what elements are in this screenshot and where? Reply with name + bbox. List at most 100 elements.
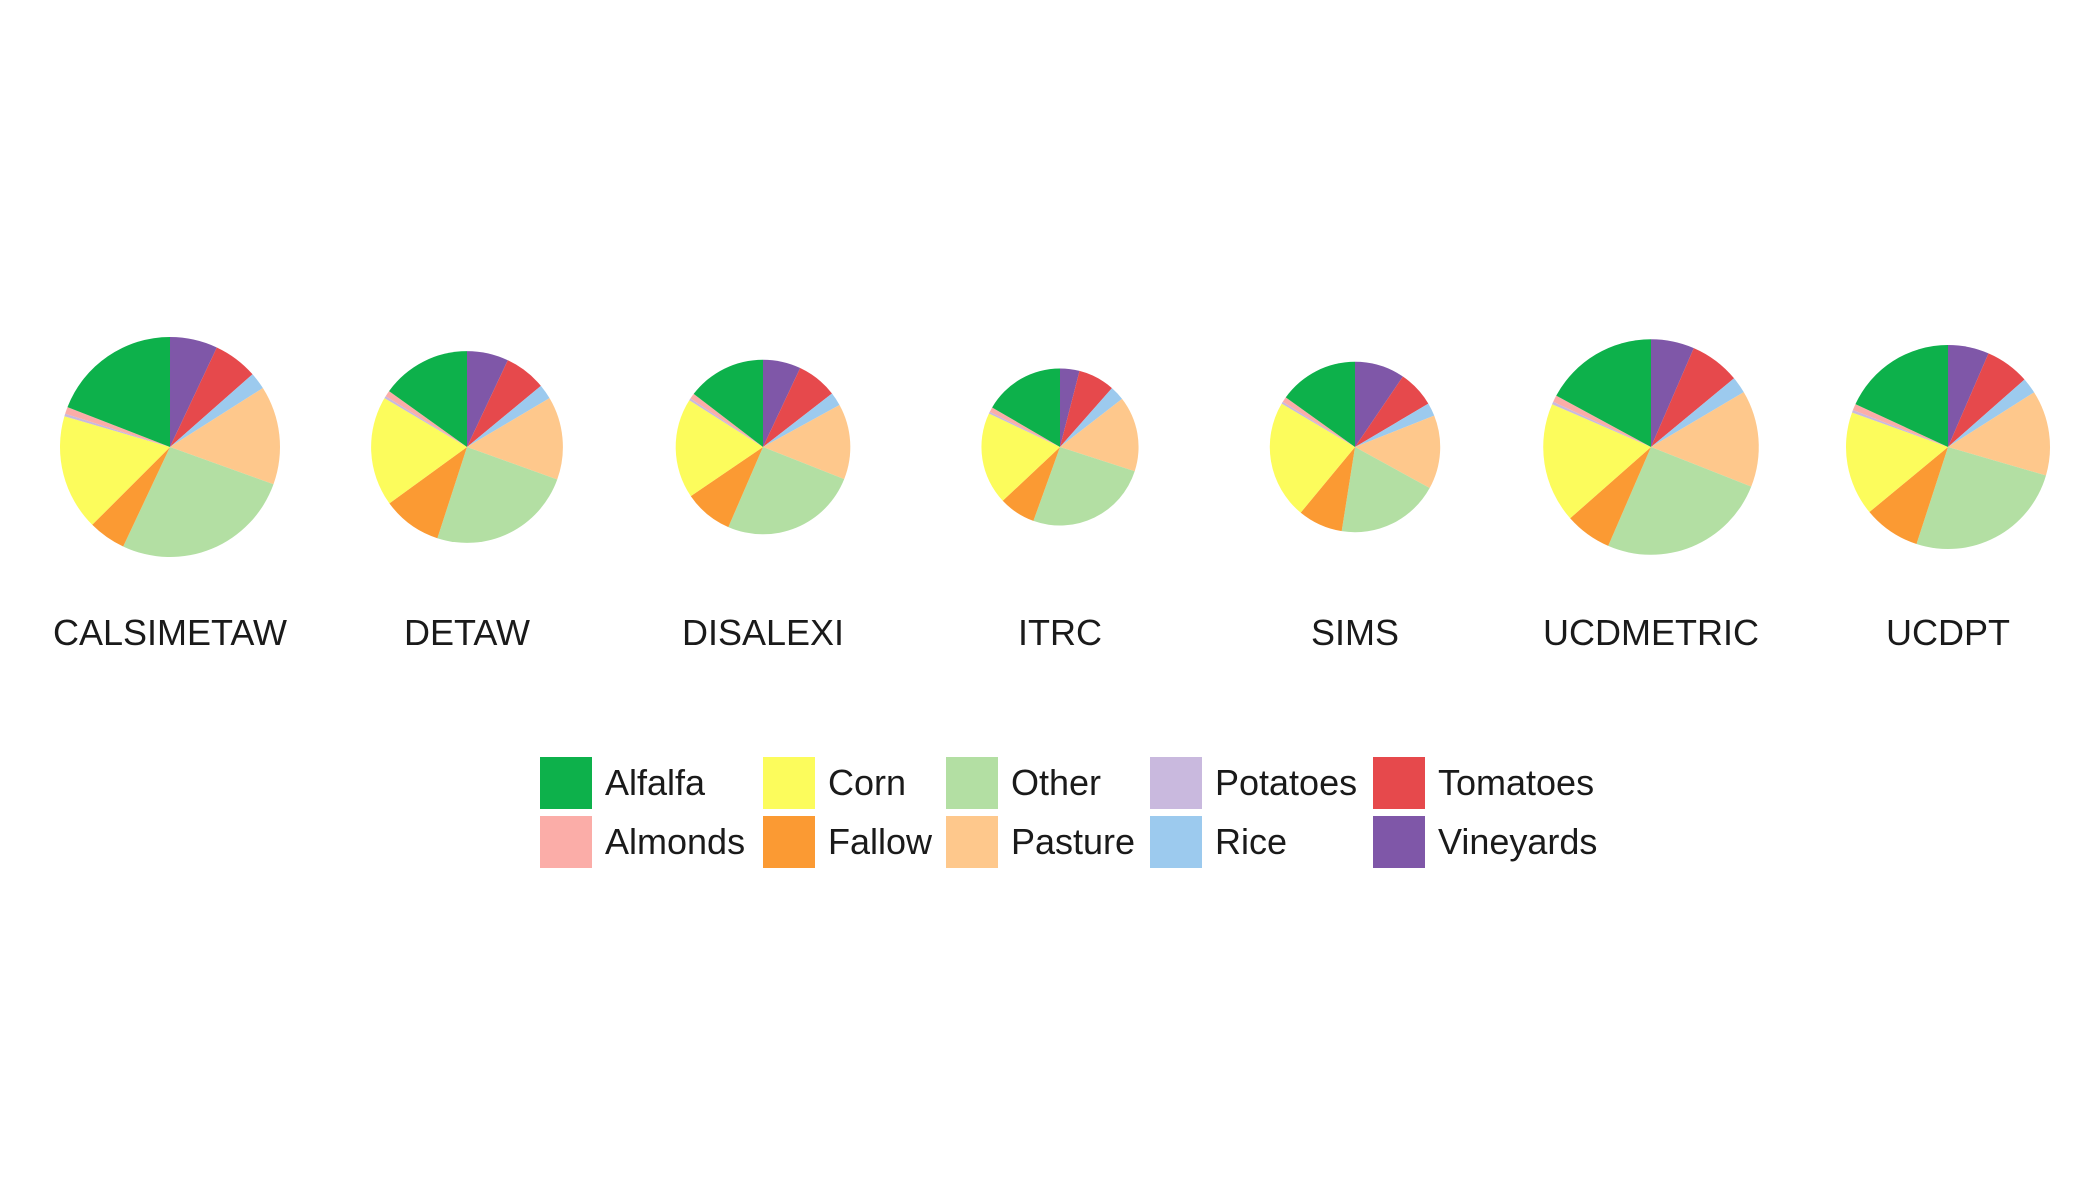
slice-detaw-other [437,447,558,543]
slice-detaw-fallow [389,447,467,539]
slice-detaw-pasture [467,398,563,480]
slice-ucdmetric-pasture [1651,392,1759,487]
pie-ucdpt [1845,344,2051,550]
legend-item-vineyards: Vineyards [1373,816,1597,868]
legend-item-pasture: Pasture [946,816,1135,868]
slice-disalexi-rice [763,393,840,447]
slice-itrc-corn [981,413,1060,501]
slice-calsimetaw-pasture [170,388,280,485]
slice-itrc-pasture [1060,398,1139,472]
legend-label-corn: Corn [828,762,906,803]
slice-ucdpt-alfalfa [1855,344,1948,447]
slice-disalexi-almonds [690,393,763,447]
slice-detaw-corn [371,398,467,504]
slice-disalexi-fallow [690,447,763,528]
legend-swatch-corn [763,757,815,809]
slice-detaw-rice [467,385,550,447]
slice-sims-corn [1269,403,1355,513]
pie-disalexi [675,359,851,535]
slice-sims-vineyards [1355,361,1403,447]
slice-disalexi-other [728,447,845,535]
slice-itrc-almonds [989,407,1060,447]
slice-disalexi-alfalfa [693,359,763,447]
slice-ucdmetric-corn [1543,404,1651,519]
slice-disalexi-vineyards [763,359,801,447]
pie-label-itrc: ITRC [1018,612,1102,653]
legend-label-potatoes: Potatoes [1215,762,1357,803]
slice-sims-potatoes [1281,401,1355,447]
pie-label-detaw: DETAW [404,612,530,653]
slice-calsimetaw-other [123,447,274,558]
slice-disalexi-pasture [763,404,851,480]
slice-ucdmetric-fallow [1570,447,1651,546]
pie-detaw [371,351,563,543]
legend-label-tomatoes: Tomatoes [1438,762,1594,803]
slice-sims-pasture [1355,415,1441,489]
slice-ucdmetric-potatoes [1552,401,1651,447]
slice-detaw-potatoes [384,396,467,447]
pie-sims [1269,361,1441,533]
legend-label-alfalfa: Alfalfa [605,762,706,803]
pies-group: CALSIMETAW DETAW DISALEXI ITRC SIMS UCDMETRIC… [53,337,2051,653]
legend-item-rice: Rice [1150,816,1287,868]
slice-ucdpt-tomatoes [1948,353,2025,447]
legend-label-rice: Rice [1215,821,1287,862]
slice-calsimetaw-potatoes [64,413,170,447]
slice-disalexi-tomatoes [763,367,832,447]
slice-itrc-rice [1060,388,1123,447]
slice-sims-rice [1355,403,1435,447]
legend-item-corn: Corn [763,757,906,809]
slice-ucdmetric-tomatoes [1651,348,1735,447]
slice-itrc-vineyards [1060,368,1080,447]
legend-item-fallow: Fallow [763,816,933,868]
slice-ucdpt-corn [1845,412,1948,513]
legend-swatch-rice [1150,816,1202,868]
legend-swatch-vineyards [1373,816,1425,868]
legend-item-alfalfa: Alfalfa [540,757,706,809]
slice-disalexi-potatoes [689,398,763,447]
pie-ucdmetric [1543,339,1759,555]
legend-swatch-other [946,757,998,809]
slice-itrc-other [1033,447,1135,526]
slice-itrc-potatoes [988,411,1060,447]
slice-detaw-vineyards [467,351,508,447]
legend-label-vineyards: Vineyards [1438,821,1597,862]
slice-calsimetaw-rice [170,374,263,447]
slice-detaw-almonds [385,391,467,447]
slice-ucdpt-fallow [1869,447,1948,545]
legend-label-almonds: Almonds [605,821,745,862]
slice-itrc-alfalfa [992,368,1060,447]
pie-label-calsimetaw: CALSIMETAW [53,612,287,653]
legend-item-almonds: Almonds [540,816,745,868]
pie-label-ucdpt: UCDPT [1886,612,2010,653]
legend-swatch-potatoes [1150,757,1202,809]
slice-itrc-fallow [1002,447,1060,521]
slice-sims-other [1341,447,1430,533]
pie-label-sims: SIMS [1311,612,1399,653]
pie-label-disalexi: DISALEXI [682,612,844,653]
slice-sims-almonds [1282,397,1355,447]
legend-item-potatoes: Potatoes [1150,757,1357,809]
slice-calsimetaw-tomatoes [170,347,253,447]
slice-ucdpt-other [1916,447,2046,550]
pie-calsimetaw [60,337,280,558]
legend-swatch-alfalfa [540,757,592,809]
slice-ucdpt-almonds [1852,404,1948,447]
slice-ucdmetric-other [1608,447,1752,555]
legend-swatch-fallow [763,816,815,868]
slice-ucdmetric-alfalfa [1556,339,1651,447]
slice-ucdpt-rice [1948,379,2035,447]
slice-calsimetaw-fallow [92,447,170,547]
legend: Alfalfa Almonds Corn Fallow Other Pasture Pota… [540,757,1597,868]
pie-label-ucdmetric: UCDMETRIC [1543,612,1759,653]
slice-ucdpt-potatoes [1852,410,1948,447]
slice-sims-alfalfa [1285,361,1355,447]
slice-detaw-tomatoes [467,360,541,447]
slice-sims-fallow [1300,447,1355,532]
slice-calsimetaw-almonds [65,407,170,447]
slice-itrc-tomatoes [1060,370,1112,447]
legend-item-other: Other [946,757,1101,809]
slice-calsimetaw-corn [60,416,170,525]
slice-ucdmetric-almonds [1553,395,1651,447]
